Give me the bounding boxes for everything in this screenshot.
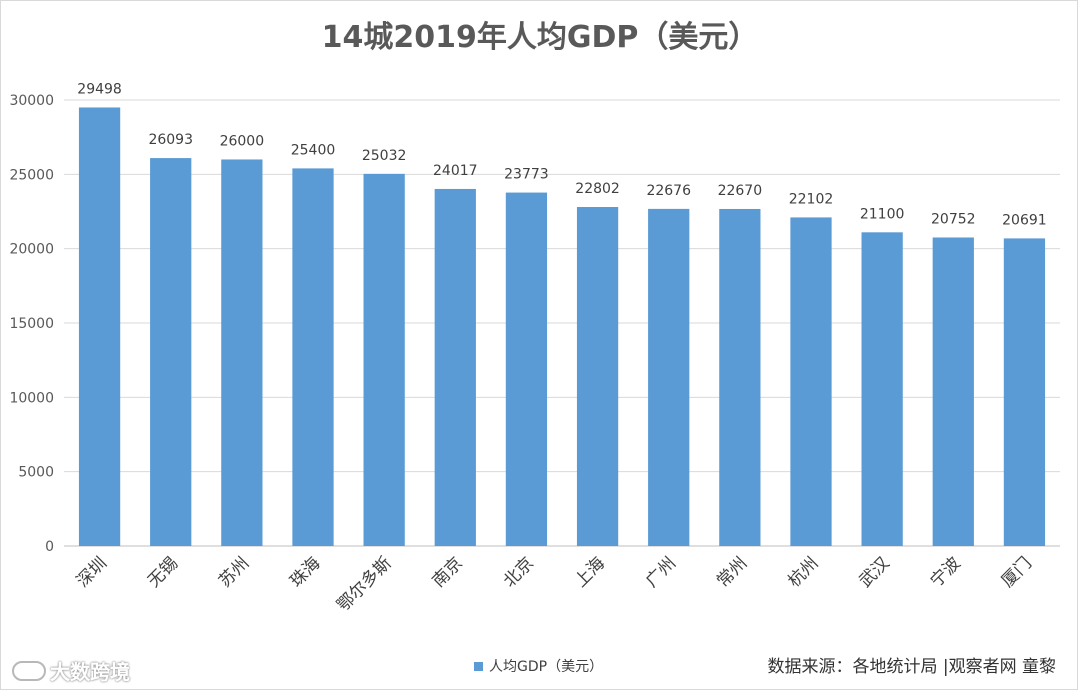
y-tick-label: 20000 — [9, 242, 54, 258]
data-label: 21100 — [860, 206, 905, 222]
data-label: 23773 — [504, 167, 549, 183]
bar — [1003, 238, 1046, 546]
data-label: 25032 — [362, 148, 407, 164]
bar — [78, 107, 121, 546]
bar — [719, 208, 761, 547]
y-tick-label: 30000 — [9, 93, 54, 109]
chart-title: 14城2019年人均GDP（美元） — [321, 20, 759, 55]
data-label: 24017 — [433, 163, 478, 179]
y-tick-label: 25000 — [9, 167, 54, 183]
watermark-text: 大数跨境 — [50, 660, 130, 684]
bar — [292, 168, 334, 547]
data-label: 22102 — [789, 191, 834, 207]
data-label: 22676 — [646, 183, 691, 199]
x-tick-label: 广州 — [642, 553, 680, 591]
x-tick-label: 常州 — [713, 553, 751, 591]
bar — [505, 192, 548, 546]
data-label: 29498 — [77, 81, 122, 97]
y-tick-label: 5000 — [18, 465, 54, 481]
x-tick-label: 武汉 — [855, 553, 893, 591]
x-tick-label: 珠海 — [286, 553, 324, 591]
x-tick-label: 无锡 — [144, 553, 182, 591]
bar — [648, 208, 690, 546]
x-tick-label: 厦门 — [998, 553, 1036, 591]
bar — [221, 159, 263, 546]
bar — [363, 173, 405, 546]
y-tick-label: 0 — [45, 539, 54, 555]
x-tick-label: 宁波 — [927, 553, 965, 591]
data-label: 22802 — [575, 181, 620, 197]
bar — [861, 232, 903, 546]
bar — [150, 158, 192, 547]
source-note: 数据来源：各地统计局 |观察者网 童黎 — [767, 657, 1056, 677]
x-tick-label: 上海 — [571, 553, 609, 591]
legend: 人均GDP（美元） — [474, 656, 603, 676]
x-tick-label: 北京 — [500, 553, 538, 591]
y-tick-label: 15000 — [9, 316, 54, 332]
bar — [790, 217, 832, 546]
x-tick-label: 深圳 — [73, 553, 111, 591]
bar — [932, 237, 974, 546]
watermark-logo-icon — [12, 660, 46, 681]
legend-swatch — [474, 661, 483, 671]
data-label: 20691 — [1002, 212, 1047, 228]
data-label: 26000 — [220, 133, 265, 149]
x-tick-label: 苏州 — [215, 553, 253, 591]
data-label: 26093 — [148, 132, 193, 148]
watermark: 大数跨境 — [12, 656, 130, 685]
x-tick-label: 南京 — [429, 553, 467, 591]
data-label: 20752 — [931, 211, 976, 227]
data-label: 25400 — [291, 142, 336, 158]
bar — [576, 207, 619, 547]
y-tick-label: 10000 — [9, 390, 54, 406]
x-tick-label: 鄂尔多斯 — [333, 553, 395, 615]
data-label: 22670 — [718, 183, 763, 199]
legend-label: 人均GDP（美元） — [489, 659, 604, 675]
x-tick-label: 杭州 — [784, 553, 822, 591]
bar — [434, 188, 476, 546]
